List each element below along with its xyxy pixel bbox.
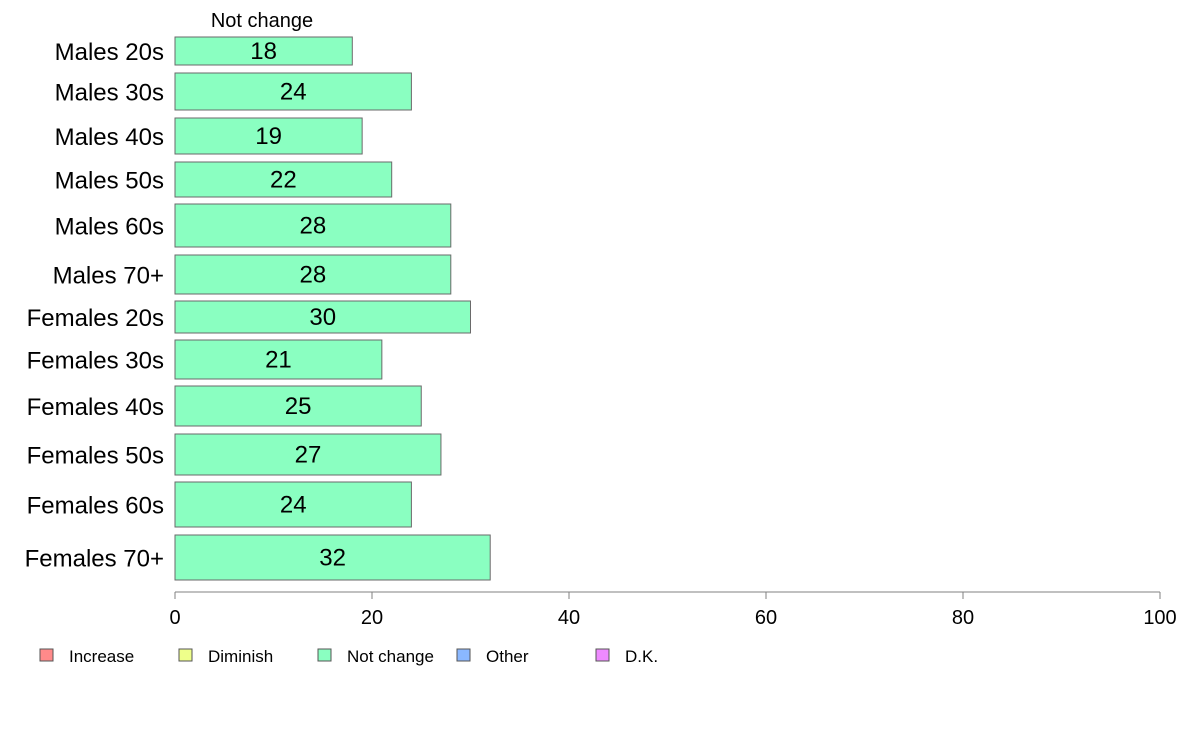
x-tick-label: 0 <box>169 607 180 629</box>
bar <box>174 534 491 581</box>
legend-label: Not change <box>347 647 434 666</box>
legend: Increase Diminish Not change Other D.K. <box>39 647 658 666</box>
legend-label: Other <box>486 647 529 666</box>
bar <box>174 72 412 111</box>
bar-value-label: 24 <box>280 492 307 519</box>
category-label: Females 60s <box>27 493 164 520</box>
bar <box>174 254 452 295</box>
category-label: Males 50s <box>55 168 164 195</box>
legend-swatch <box>456 648 471 662</box>
legend-swatch <box>39 648 54 662</box>
bar <box>174 339 383 380</box>
category-label: Males 40s <box>55 124 164 151</box>
legend-swatch <box>178 648 193 662</box>
bar <box>174 433 442 476</box>
x-tick-label: 20 <box>361 607 383 629</box>
bar-value-label: 24 <box>280 79 307 106</box>
category-label: Males 30s <box>55 80 164 107</box>
bar-value-label: 28 <box>300 213 327 240</box>
legend-swatch <box>317 648 332 662</box>
bar <box>174 203 452 248</box>
x-tick-label: 80 <box>952 607 974 629</box>
x-axis: 0 20 40 60 80 100 <box>169 591 1177 629</box>
bar-value-label: 22 <box>270 167 297 194</box>
legend-label: D.K. <box>625 647 658 666</box>
bar <box>174 385 422 427</box>
category-label: Females 40s <box>27 394 164 421</box>
bar-value-label: 21 <box>265 347 292 374</box>
bar-value-label: 25 <box>285 393 312 420</box>
category-label: Males 70+ <box>53 263 164 290</box>
category-label: Males 20s <box>55 39 164 66</box>
legend-label: Increase <box>69 647 134 666</box>
x-tick-label: 60 <box>755 607 777 629</box>
bar-value-label: 30 <box>309 304 336 331</box>
category-label: Females 70+ <box>25 546 164 573</box>
bar-value-label: 32 <box>319 545 346 572</box>
bar-value-label: 18 <box>250 38 277 65</box>
series-title: Not change <box>211 10 313 32</box>
category-labels: Males 20s Males 30s Males 40s Males 50s Male… <box>25 39 164 573</box>
bar <box>174 161 393 198</box>
category-label: Females 20s <box>27 305 164 332</box>
category-label: Females 30s <box>27 348 164 375</box>
bar <box>174 117 363 155</box>
legend-swatch <box>595 648 610 662</box>
category-label: Males 60s <box>55 214 164 241</box>
bar-value-label: 19 <box>255 123 282 150</box>
bar-value-label: 28 <box>300 262 327 289</box>
x-tick-label: 100 <box>1143 607 1176 629</box>
bar <box>174 481 412 528</box>
bar-value-label: 27 <box>295 442 322 469</box>
bar <box>174 36 353 66</box>
legend-label: Diminish <box>208 647 273 666</box>
bar <box>174 300 471 334</box>
category-label: Females 50s <box>27 443 164 470</box>
x-tick-label: 40 <box>558 607 580 629</box>
